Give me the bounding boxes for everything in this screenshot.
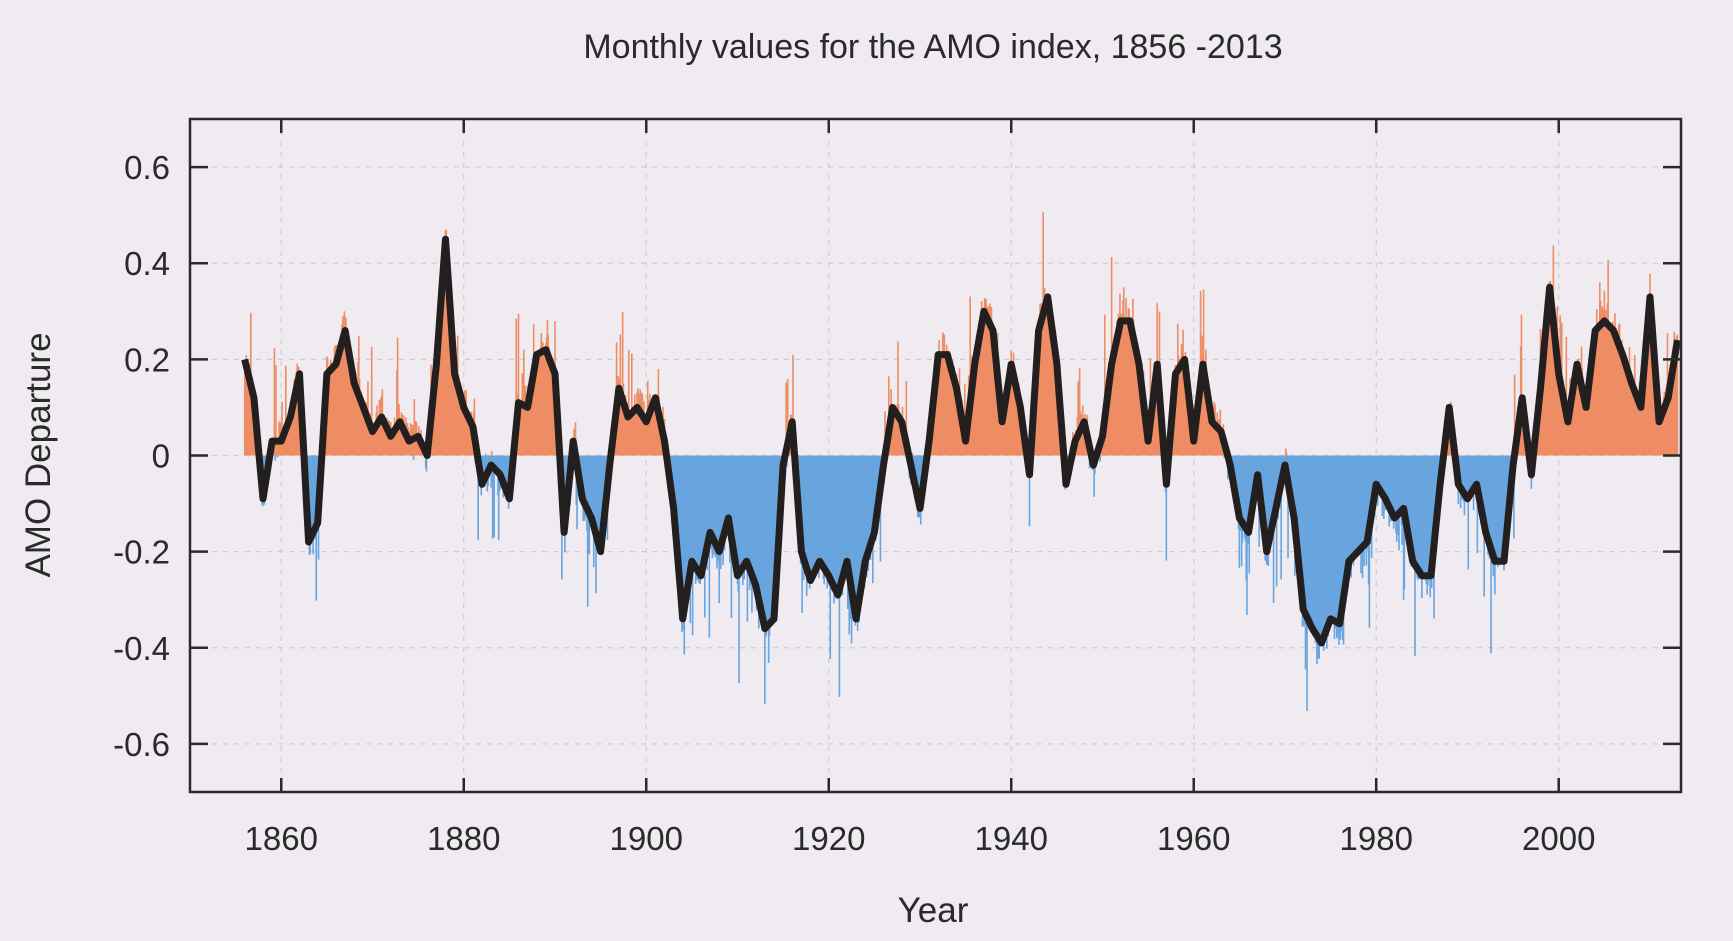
x-axis-label: Year <box>898 891 969 930</box>
smoothed-line <box>241 235 1681 647</box>
x-tick-label: 1860 <box>245 820 318 857</box>
x-tick-label: 1880 <box>427 820 500 857</box>
axis-ticks: 1860 1880 1900 1920 1940 1960 1980 2000 0.6 0.4 0.… <box>113 119 1681 857</box>
y-tick-label: 0.2 <box>124 341 170 378</box>
y-axis-label: AMO Departure <box>19 332 58 577</box>
y-tick-label: 0.4 <box>124 245 170 282</box>
y-tick-label: -0.4 <box>113 630 170 667</box>
gridlines <box>190 119 1681 792</box>
x-tick-label: 2000 <box>1522 820 1595 857</box>
x-tick-label: 1980 <box>1340 820 1413 857</box>
smoothed-line-group <box>241 235 1681 647</box>
chart-title: Monthly values for the AMO index, 1856 -… <box>583 28 1282 66</box>
y-tick-label: -0.2 <box>113 534 170 571</box>
x-tick-label: 1940 <box>975 820 1048 857</box>
x-tick-label: 1920 <box>792 820 865 857</box>
x-tick-label: 1960 <box>1157 820 1230 857</box>
y-tick-label: 0 <box>152 438 170 475</box>
x-tick-label: 1900 <box>610 820 683 857</box>
y-tick-label: -0.6 <box>113 726 170 763</box>
y-tick-label: 0.6 <box>124 149 170 186</box>
